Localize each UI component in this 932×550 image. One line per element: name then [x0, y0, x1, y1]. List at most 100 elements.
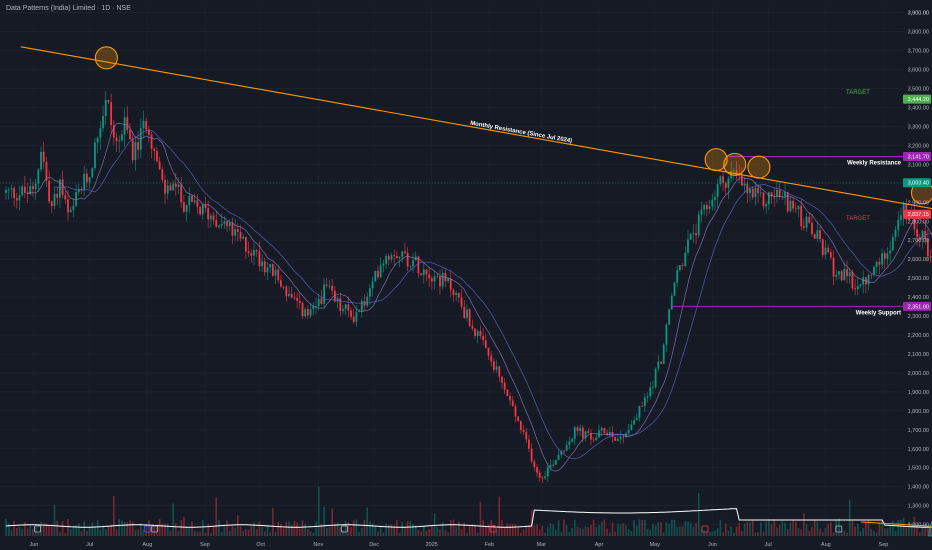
price-tick-label: 3,100.00: [908, 162, 929, 168]
volume-bar: [544, 532, 546, 536]
time-tick-label: Oct: [256, 542, 265, 548]
volume-bar: [342, 530, 344, 536]
price-axis-badge: [903, 94, 931, 104]
volume-bar: [692, 526, 695, 536]
candle: [266, 267, 269, 273]
volume-bar: [48, 525, 50, 536]
candle: [740, 175, 743, 186]
candle: [538, 472, 541, 478]
volume-bar: [840, 531, 843, 536]
volume-bar: [371, 523, 374, 536]
candle: [355, 311, 358, 322]
candle: [7, 189, 10, 191]
time-tick-label: Jul: [765, 542, 772, 548]
candle: [673, 282, 676, 296]
volume-bar: [617, 523, 619, 536]
volume-bar: [927, 527, 929, 536]
volume-bar: [859, 531, 862, 536]
candle: [864, 277, 867, 285]
volume-bar: [175, 522, 177, 536]
price-axis[interactable]: 1,200.00 1,300.00 1,400.00 1,500.00 1,600.00…: [903, 11, 931, 529]
volume-bar: [649, 529, 652, 536]
volume-bar: [708, 531, 711, 536]
candle: [649, 387, 652, 397]
candle: [800, 205, 803, 227]
volume-bar: [506, 523, 509, 536]
candle: [72, 205, 75, 210]
time-axis[interactable]: Jun Jul Aug Sep Oct Nov Dec 2025 Feb Mar Apr May Jun…: [29, 542, 932, 548]
volume-bar: [444, 530, 447, 536]
candle: [336, 298, 339, 302]
volume-bar: [463, 522, 466, 536]
candle: [387, 256, 390, 260]
candle: [705, 204, 708, 210]
volume-bar: [64, 532, 67, 536]
candle: [571, 438, 573, 442]
candle: [350, 310, 352, 317]
candle: [253, 250, 255, 256]
candle: [579, 427, 582, 432]
volume-bar: [541, 525, 544, 536]
candle: [714, 197, 716, 200]
candle: [293, 297, 296, 299]
candle: [784, 191, 786, 197]
candle: [867, 274, 870, 285]
candle: [158, 161, 161, 170]
volume-bar: [644, 519, 646, 536]
candle: [738, 175, 741, 176]
ma-long: [54, 129, 932, 460]
candle: [805, 216, 808, 228]
volume-bar: [447, 532, 449, 536]
volume-bar: [366, 507, 369, 536]
volume-bar: [883, 528, 886, 536]
volume-bar: [627, 529, 630, 536]
volume-bar: [846, 532, 848, 536]
candle: [603, 428, 606, 434]
target-label: TARGET: [846, 90, 870, 96]
candle: [196, 200, 199, 207]
candle: [385, 256, 387, 264]
volume-bar: [137, 529, 139, 536]
candle: [501, 376, 503, 383]
volume-bar: [724, 523, 727, 536]
candle: [565, 444, 568, 451]
volume-bar: [382, 532, 385, 536]
volume-bar: [727, 530, 730, 536]
volume-bar: [549, 523, 552, 536]
candle: [590, 433, 592, 440]
candle: [873, 266, 875, 275]
volume-bar: [625, 525, 627, 536]
volume-bar: [96, 520, 99, 536]
candle: [77, 188, 80, 193]
volume-bar: [824, 527, 827, 536]
candle: [616, 439, 619, 441]
candle: [625, 433, 627, 438]
candle: [428, 274, 431, 279]
volume-bar: [819, 528, 821, 536]
volume-bar: [385, 523, 387, 536]
candle: [395, 255, 398, 259]
volume-bar: [695, 522, 697, 536]
volume-bar: [18, 527, 21, 536]
candle: [889, 250, 892, 254]
volume-bar: [428, 529, 431, 536]
candle: [487, 347, 490, 356]
candle: [404, 251, 406, 253]
volume-bar: [201, 520, 204, 536]
candle: [638, 405, 641, 418]
volume-arc: [928, 520, 932, 537]
candle: [495, 366, 498, 370]
candle: [102, 116, 104, 129]
candle: [528, 439, 530, 449]
volume-bar: [161, 523, 164, 536]
volume-bars: [5, 486, 932, 537]
candle: [668, 309, 671, 325]
volume-bar: [495, 530, 498, 536]
candle: [412, 260, 414, 267]
volume-bar: [355, 519, 358, 536]
volume-bar: [309, 531, 312, 536]
event-marker: [489, 525, 497, 533]
candle: [482, 335, 485, 341]
candle: [921, 230, 924, 240]
